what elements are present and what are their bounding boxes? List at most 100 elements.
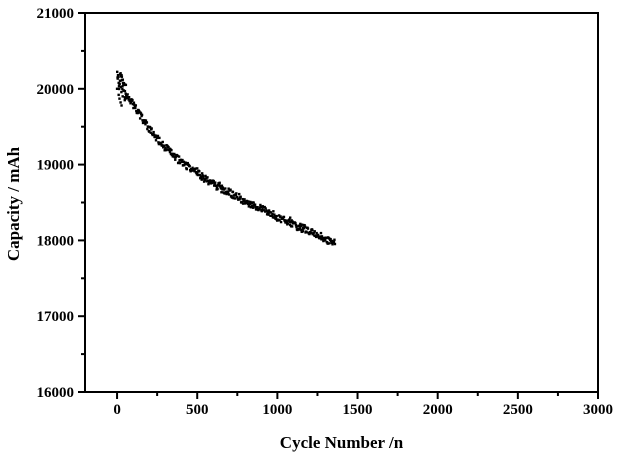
data-point xyxy=(247,200,250,203)
data-point xyxy=(290,225,294,228)
data-point xyxy=(294,224,298,227)
data-point xyxy=(218,181,221,184)
data-point xyxy=(232,196,235,200)
data-point xyxy=(298,224,301,227)
data-point xyxy=(301,230,305,233)
data-point xyxy=(279,215,282,218)
data-point xyxy=(299,225,302,228)
data-point xyxy=(231,190,235,194)
data-point xyxy=(248,202,251,206)
data-point xyxy=(281,217,285,220)
data-point xyxy=(325,236,328,239)
data-point xyxy=(179,158,183,162)
data-point xyxy=(180,160,184,163)
data-point xyxy=(326,242,329,245)
x-tick-label: 500 xyxy=(186,402,209,418)
data-point xyxy=(183,163,186,167)
data-point xyxy=(226,190,229,193)
data-point xyxy=(170,148,173,152)
data-point xyxy=(117,93,120,97)
data-point xyxy=(210,181,214,185)
y-tick-label: 21000 xyxy=(37,6,75,22)
data-point xyxy=(267,209,271,212)
data-point xyxy=(118,97,121,100)
data-point xyxy=(213,181,217,184)
data-point xyxy=(222,188,226,191)
data-point xyxy=(230,194,233,198)
data-point xyxy=(126,93,129,96)
data-point xyxy=(198,173,201,177)
data-point xyxy=(301,227,304,231)
data-point xyxy=(266,210,269,213)
data-point xyxy=(236,196,239,199)
data-point xyxy=(174,155,177,159)
data-point xyxy=(220,191,223,194)
data-point xyxy=(119,72,122,75)
data-point xyxy=(117,87,121,91)
data-point xyxy=(206,179,210,183)
y-tick-label: 17000 xyxy=(37,309,75,325)
y-tick-label: 16000 xyxy=(37,385,75,401)
data-point xyxy=(123,98,126,102)
data-point xyxy=(326,241,329,244)
data-point xyxy=(198,170,201,173)
data-point xyxy=(131,102,135,106)
y-axis-title: Capacity / mAh xyxy=(4,146,23,262)
data-point xyxy=(119,85,123,89)
data-point xyxy=(120,104,123,107)
data-point xyxy=(238,192,241,196)
data-point xyxy=(252,201,255,204)
data-point xyxy=(123,83,126,86)
data-point xyxy=(212,181,215,184)
data-point xyxy=(154,139,158,142)
data-point xyxy=(116,77,119,80)
data-point xyxy=(129,102,132,105)
data-point xyxy=(288,218,291,221)
data-point xyxy=(259,205,263,209)
data-point xyxy=(261,208,264,211)
data-point xyxy=(220,184,224,187)
data-point xyxy=(204,174,207,178)
data-point xyxy=(173,152,176,156)
data-point xyxy=(251,204,254,207)
data-point xyxy=(117,85,121,88)
data-point xyxy=(264,207,267,210)
data-point xyxy=(275,217,278,221)
data-point xyxy=(227,193,231,196)
data-point xyxy=(164,146,167,150)
data-point xyxy=(156,136,159,139)
data-point xyxy=(156,134,160,138)
data-point xyxy=(196,173,200,177)
x-tick-label: 0 xyxy=(113,402,121,418)
data-point xyxy=(127,98,130,101)
data-point xyxy=(148,130,151,133)
data-point xyxy=(289,223,292,227)
data-point xyxy=(330,241,333,245)
data-point xyxy=(203,179,207,182)
data-point xyxy=(278,219,281,222)
data-point xyxy=(254,205,257,209)
data-point xyxy=(241,197,244,201)
data-point xyxy=(319,231,323,235)
data-point xyxy=(165,148,169,151)
data-point xyxy=(124,97,127,101)
data-point xyxy=(262,209,265,212)
data-point xyxy=(120,90,123,94)
data-point xyxy=(267,213,270,216)
data-point xyxy=(133,103,136,107)
data-point xyxy=(184,161,188,164)
data-point xyxy=(152,133,156,136)
data-point xyxy=(134,106,137,110)
data-point xyxy=(125,94,128,98)
data-point xyxy=(239,195,242,198)
data-point xyxy=(270,214,274,217)
data-point xyxy=(152,130,155,134)
data-point xyxy=(332,240,336,244)
x-tick-label: 2000 xyxy=(423,402,453,418)
data-point xyxy=(230,196,234,199)
data-point xyxy=(138,117,142,120)
data-point xyxy=(221,186,225,189)
x-tick-label: 1500 xyxy=(343,402,373,418)
data-point xyxy=(213,184,216,187)
